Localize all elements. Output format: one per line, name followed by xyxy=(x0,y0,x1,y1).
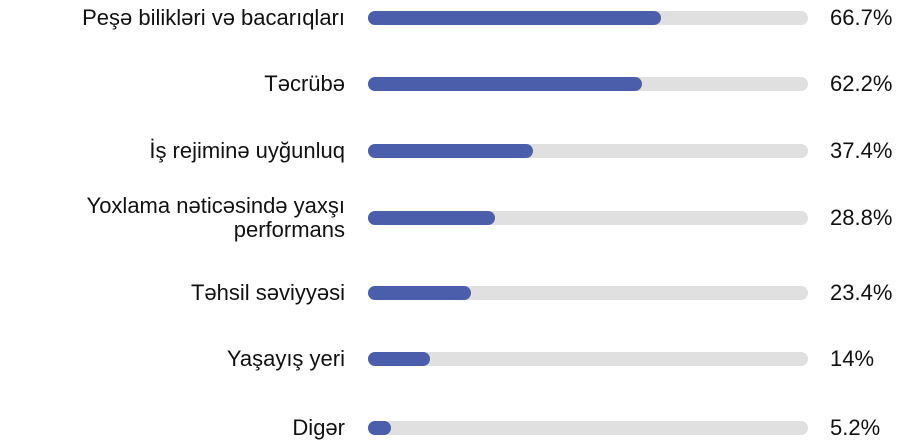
category-label: İş rejiminə uyğunluq xyxy=(149,138,345,163)
bar xyxy=(368,77,642,91)
bar-track xyxy=(368,11,808,25)
bar xyxy=(368,211,495,225)
value-label: 66.7% xyxy=(830,5,893,30)
bar xyxy=(368,11,662,25)
bar-track xyxy=(368,77,808,91)
value-label: 23.4% xyxy=(830,280,893,305)
value-label: 28.8% xyxy=(830,205,893,230)
bar-track xyxy=(368,421,808,435)
category-label: Yaşayış yeri xyxy=(226,346,345,371)
bar xyxy=(368,352,430,366)
category-label: Yoxlama nəticəsində yaxşı performans xyxy=(86,193,345,242)
value-label: 14% xyxy=(830,346,875,371)
category-label: Təhsil səviyyəsi xyxy=(190,280,345,305)
bar-track xyxy=(368,144,808,158)
bar-track xyxy=(368,211,808,225)
category-label: Təcrübə xyxy=(264,71,345,96)
bar xyxy=(368,286,471,300)
bar xyxy=(368,421,391,435)
bar xyxy=(368,144,533,158)
value-label: 62.2% xyxy=(830,71,893,96)
bar-track xyxy=(368,286,808,300)
category-label: Peşə bilikləri və bacarıqları xyxy=(82,5,345,30)
bar-track xyxy=(368,352,808,366)
category-label: Digər xyxy=(292,415,345,440)
value-label: 5.2% xyxy=(830,415,881,440)
value-label: 37.4% xyxy=(830,138,893,163)
